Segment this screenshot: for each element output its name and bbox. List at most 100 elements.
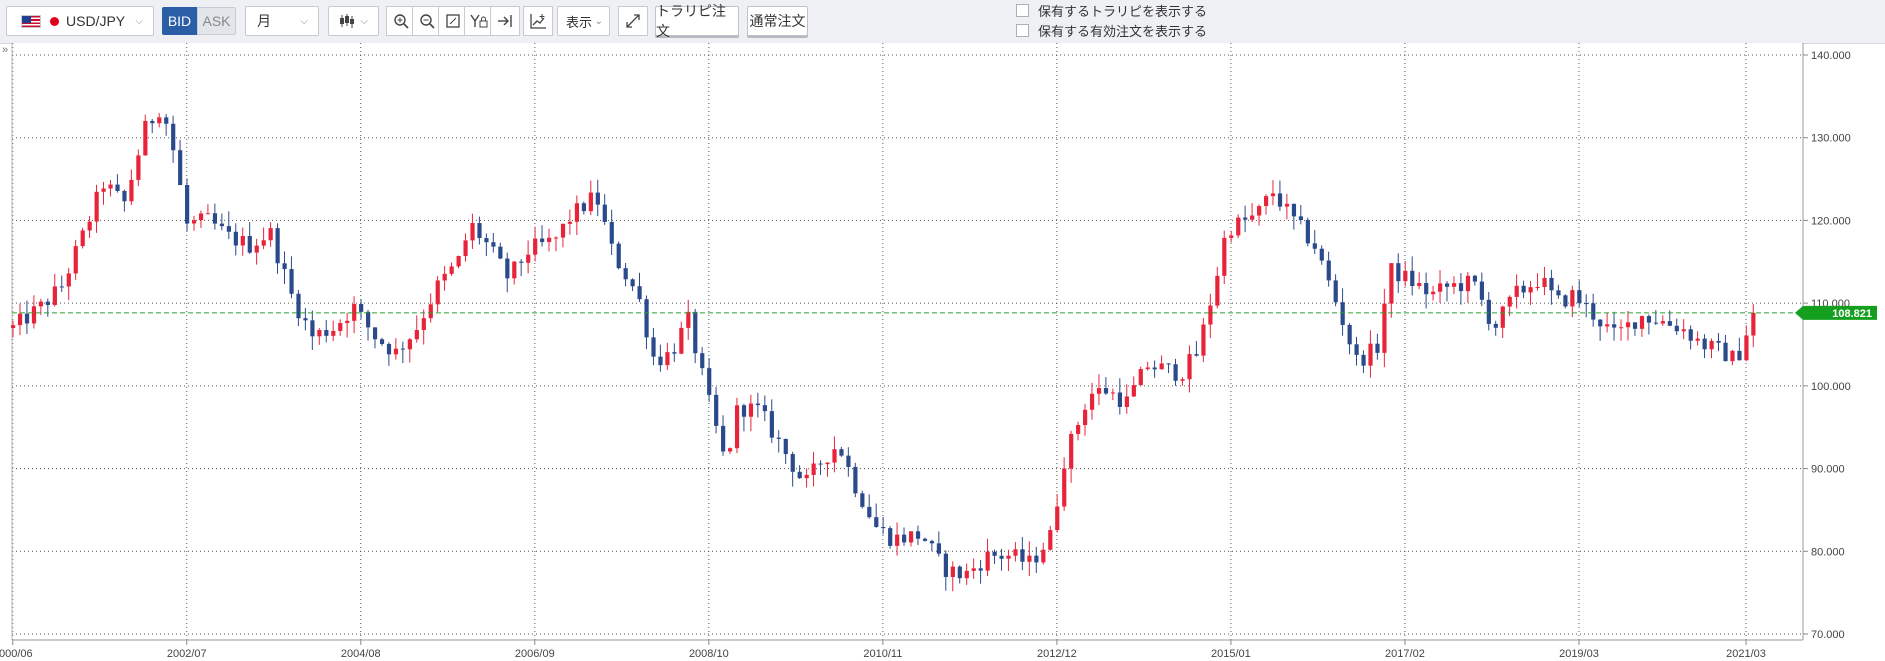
candle-body	[1326, 260, 1331, 281]
symbol-select[interactable]: USD/JPY ⌵	[6, 6, 154, 36]
candle-body	[331, 330, 336, 336]
side-panel-toggle-icon[interactable]: »	[2, 44, 9, 56]
candle-body	[1709, 340, 1714, 350]
display-menu[interactable]: 表示 ⌄	[557, 6, 610, 36]
show-orders-label: 保有する有効注文を表示する	[1038, 23, 1208, 39]
candle-body	[1403, 270, 1408, 282]
candle-body	[1110, 392, 1116, 394]
candle-body	[1027, 555, 1032, 562]
expand-button[interactable]	[618, 6, 648, 36]
zoom-out-button[interactable]	[412, 6, 442, 36]
candle-body	[505, 258, 510, 279]
candle-body	[1257, 206, 1262, 216]
candle-body	[1173, 364, 1178, 381]
candle-body	[484, 238, 489, 243]
candle-body	[1201, 324, 1206, 356]
candle-body	[1305, 219, 1310, 244]
candle-body	[1619, 327, 1624, 329]
candle-body	[1152, 367, 1157, 370]
candle-body	[609, 221, 614, 244]
candle-body	[985, 551, 990, 571]
indicator-button[interactable]	[523, 6, 553, 36]
candle-body	[902, 534, 907, 543]
candle-body	[1528, 287, 1533, 293]
candle-body	[1514, 285, 1519, 297]
candle-body	[1396, 263, 1401, 282]
candle-body	[1222, 237, 1227, 276]
candle-body	[672, 352, 677, 354]
candle-body	[1486, 299, 1491, 324]
x-tick-label: 2008/10	[689, 648, 729, 660]
candle-body	[247, 236, 252, 253]
fit-icon	[446, 14, 460, 28]
show-trailing-checkbox[interactable]	[1016, 3, 1029, 17]
y-tick-label: 130.000	[1811, 133, 1851, 145]
plot-area	[12, 43, 1803, 640]
candle-body	[386, 343, 392, 355]
candle-body	[87, 221, 92, 231]
candle-body	[393, 348, 399, 355]
candle-body	[233, 231, 238, 246]
normal-order-button[interactable]: 通常注文	[747, 6, 808, 36]
y-tick-label: 90.000	[1811, 464, 1845, 476]
show-trailing-toggle[interactable]: 保有するトラリピを表示する	[1016, 0, 1207, 20]
candle-body	[212, 213, 218, 224]
candle-body	[1507, 296, 1512, 307]
candle-body	[1083, 409, 1088, 426]
show-trailing-label: 保有するトラリピを表示する	[1038, 3, 1208, 19]
candle-body	[1243, 217, 1248, 220]
bid-button[interactable]: BID	[162, 7, 197, 35]
candle-body	[651, 337, 656, 357]
period-select[interactable]: 月 ⌵	[245, 6, 319, 36]
candle-body	[999, 555, 1004, 559]
candle-body	[1688, 329, 1693, 341]
chevron-down-icon: ⌵	[300, 15, 308, 27]
show-orders-toggle[interactable]: 保有する有効注文を表示する	[1016, 20, 1207, 40]
candle-body	[637, 286, 642, 300]
candle-body	[310, 320, 315, 337]
candle-body	[31, 306, 37, 324]
candle-body	[421, 318, 426, 331]
candle-body	[846, 455, 851, 467]
chart-type-select[interactable]: ⌵	[328, 6, 379, 36]
current-price-label: 108.821	[1832, 308, 1872, 320]
candle-body	[943, 553, 948, 577]
candle-body	[275, 228, 280, 264]
candle-body	[345, 320, 350, 324]
candle-body	[1048, 530, 1053, 550]
price-chart[interactable]: 70.00080.00090.000100.000110.000120.0001…	[0, 43, 1885, 661]
candle-body	[317, 330, 322, 337]
zoom-in-button[interactable]	[386, 6, 416, 36]
candle-body	[762, 405, 768, 412]
candle-body	[261, 240, 266, 246]
x-tick-label: 2012/12	[1037, 648, 1077, 660]
ask-button[interactable]: ASK	[197, 7, 236, 35]
show-orders-checkbox[interactable]	[1016, 23, 1029, 37]
candle-body	[1744, 335, 1749, 361]
trailing-order-button[interactable]: トラリピ注文	[655, 3, 739, 39]
candle-body	[1187, 354, 1192, 380]
candle-body	[171, 123, 176, 151]
candle-body	[1646, 316, 1652, 323]
candle-body	[776, 437, 781, 439]
candle-body	[1598, 319, 1603, 327]
scroll-end-icon	[498, 15, 512, 27]
scroll-end-button[interactable]	[490, 6, 520, 36]
candle-body	[338, 323, 343, 331]
candle-body	[24, 313, 30, 324]
candle-body	[888, 528, 893, 546]
candle-body	[526, 254, 531, 263]
candle-body	[296, 293, 301, 319]
candle-body	[80, 230, 85, 247]
candle-body	[874, 517, 879, 527]
candle-body	[1194, 354, 1199, 356]
candle-body	[714, 394, 719, 426]
candle-body	[1034, 555, 1039, 563]
chart-overlay: 108.821	[12, 305, 1877, 320]
candle-body	[950, 566, 955, 577]
candle-body	[1041, 549, 1046, 563]
candle-body	[449, 266, 454, 274]
candle-body	[1632, 322, 1638, 329]
candle-body	[268, 228, 273, 241]
candle-body	[1062, 468, 1067, 507]
